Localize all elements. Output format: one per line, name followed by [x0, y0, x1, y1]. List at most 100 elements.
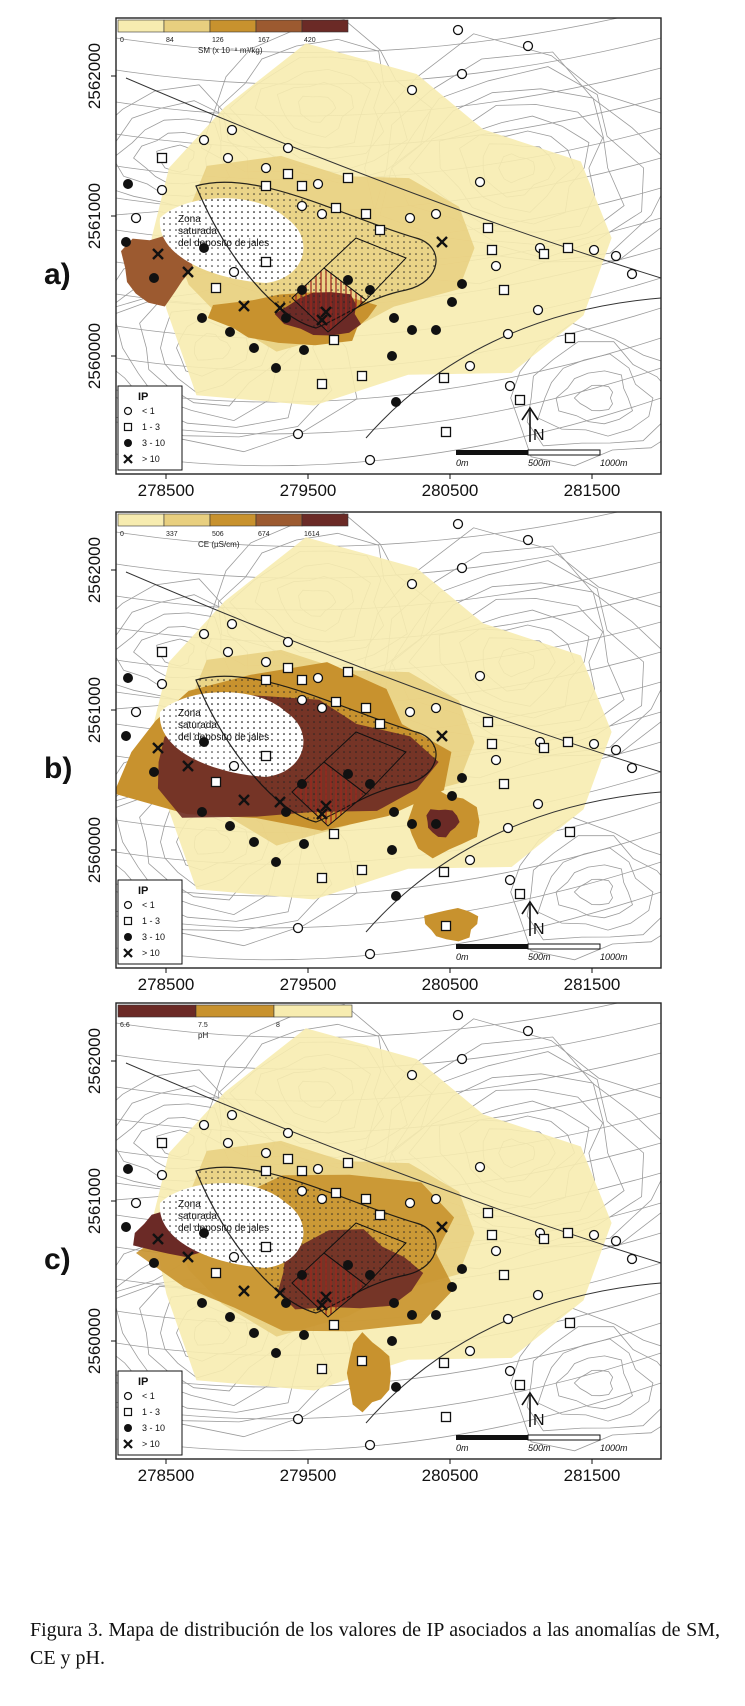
panel-label-b: b): [44, 752, 72, 785]
sample-circle: [156, 678, 168, 690]
y-tick-label: 2560000: [85, 817, 104, 883]
sample-dot: [123, 673, 133, 683]
scale-bar-filled: [456, 944, 528, 949]
colorbar-segment: [301, 19, 349, 33]
tailings-deposit-outline: [195, 181, 437, 329]
sample-points: [121, 1009, 638, 1451]
sample-square: [498, 778, 510, 790]
sample-circle: [588, 1229, 600, 1241]
legend-cross-icon: [123, 454, 133, 464]
cross-stroke: [316, 314, 328, 326]
contour-line: [116, 1382, 661, 1452]
x-tick-label: 279500: [280, 975, 337, 994]
y-tick-label: 2560000: [85, 1308, 104, 1374]
legend-dot-icon: [124, 439, 132, 447]
x-tick-label: 281500: [564, 975, 621, 994]
north-arrow-icon: N: [521, 406, 545, 444]
y-tick-label: 2562000: [85, 43, 104, 109]
figure-caption: Figura 3. Mapa de distribución de los va…: [30, 1619, 720, 1669]
cross-stroke: [152, 742, 164, 754]
sample-cross: [436, 236, 448, 248]
north-arrow-head: [521, 1391, 539, 1406]
sample-square: [328, 334, 340, 346]
north-arrow-icon: N: [521, 900, 545, 938]
scale-bar: 0m 500m 1000m: [456, 449, 628, 468]
sample-dot: [389, 807, 399, 817]
legend-box: [117, 879, 183, 965]
sample-dot: [365, 285, 375, 295]
sample-dot: [447, 297, 457, 307]
sample-dot: [389, 1298, 399, 1308]
sample-square: [356, 370, 368, 382]
sample-dot: [149, 273, 159, 283]
sample-dot: [281, 807, 291, 817]
sample-square: [316, 872, 328, 884]
sample-circle: [364, 454, 376, 466]
sample-circle: [292, 428, 304, 440]
cross-stroke: [274, 1287, 286, 1299]
sample-dot: [199, 243, 209, 253]
sample-circle: [282, 142, 294, 154]
y-tick-label: 2561000: [85, 1168, 104, 1234]
cross-stroke: [182, 760, 194, 772]
cross-stroke: [320, 306, 332, 318]
ip-legend: IP < 1 1 - 3 3 - 10 > 10: [117, 879, 183, 965]
cross-stroke: [274, 796, 286, 808]
sample-circle: [222, 646, 234, 658]
colorbar-a: 0 84 126 167 420 SM (x 10⁻⁸ m³/kg): [117, 19, 349, 55]
sample-circle: [522, 534, 534, 546]
sample-circle: [532, 1289, 544, 1301]
scale-bar-empty: [527, 943, 601, 950]
sample-dot: [123, 179, 133, 189]
sample-circle: [502, 328, 514, 340]
ip-legend: IP < 1 1 - 3 3 - 10 > 10: [117, 1370, 183, 1456]
scale-bar-filled: [456, 450, 528, 455]
zone-label-line2: saturada: [178, 226, 217, 237]
cross-stroke: [436, 1221, 448, 1233]
sample-cross: [316, 1299, 328, 1311]
cross-stroke: [320, 800, 332, 812]
scale-bar-label: 500m: [528, 952, 551, 962]
panel-label-c: c): [44, 1243, 71, 1276]
north-arrow-label: N: [533, 921, 545, 938]
sample-dot: [431, 1310, 441, 1320]
sample-square: [482, 1207, 494, 1219]
sample-dot: [225, 821, 235, 831]
map-frame: [115, 17, 662, 475]
legend-title: IP: [138, 1376, 148, 1388]
scale-bar-label: 1000m: [600, 952, 628, 962]
north-arrow-head: [521, 900, 539, 915]
colorbar-tick-label: 337: [166, 531, 178, 538]
sample-circle: [228, 1251, 240, 1263]
legend-square-icon: [123, 422, 133, 432]
sample-circle: [430, 208, 442, 220]
zone-class-5: [426, 809, 460, 838]
map-frame: [115, 511, 662, 969]
zone-label-line1: Zona: [178, 708, 201, 719]
colorbar-segment: [209, 19, 257, 33]
sample-square: [330, 202, 342, 214]
sample-dot: [249, 1328, 259, 1338]
legend-item-label: 3 - 10: [142, 1423, 165, 1433]
sample-circle: [610, 744, 622, 756]
sample-square: [156, 646, 168, 658]
legend-circle-icon: [123, 900, 133, 910]
sample-dot: [391, 397, 401, 407]
sample-circle: [456, 562, 468, 574]
contour-line: [510, 816, 661, 961]
sample-square: [538, 742, 550, 754]
sample-square: [564, 1317, 576, 1329]
sample-dot: [271, 1348, 281, 1358]
sample-circle: [610, 1235, 622, 1247]
legend-dot-icon: [124, 933, 132, 941]
sample-circle: [490, 1245, 502, 1257]
sample-square: [342, 1157, 354, 1169]
sample-dot: [225, 1312, 235, 1322]
colorbar-tick-label: 420: [304, 37, 316, 44]
contour-line: [510, 1307, 661, 1452]
cross-stroke: [316, 808, 328, 820]
sample-square: [316, 1363, 328, 1375]
